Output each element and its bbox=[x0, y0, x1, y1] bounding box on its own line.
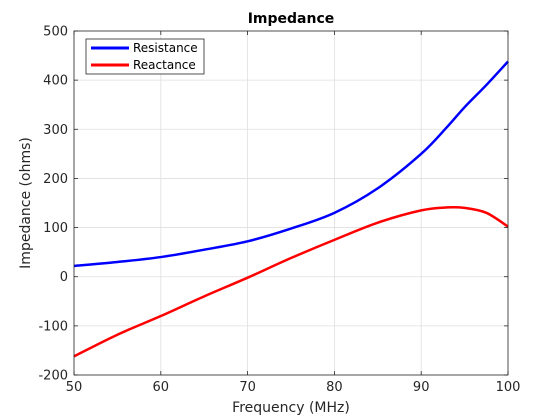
x-tick-label: 70 bbox=[239, 380, 256, 395]
legend-box bbox=[85, 38, 205, 75]
x-tick-label: 100 bbox=[496, 380, 521, 395]
plot-border bbox=[73, 30, 509, 376]
y-tick-label: -100 bbox=[38, 319, 68, 334]
y-tick-label: 200 bbox=[43, 172, 68, 187]
y-tick-label: 400 bbox=[43, 74, 68, 89]
series-layer bbox=[73, 60, 509, 358]
y-tick-label: 0 bbox=[60, 270, 68, 285]
ticks: 50 60 70 80 90 100 -200 -100 0 100 200 300 400 500 bbox=[38, 25, 520, 396]
y-tick-label: 100 bbox=[43, 221, 68, 236]
series-line-reactance bbox=[73, 205, 509, 358]
x-tick-label: 90 bbox=[413, 380, 430, 395]
y-axis-label: Impedance (ohms) bbox=[18, 137, 34, 269]
y-tick-label: 300 bbox=[43, 123, 68, 138]
chart-title: Impedance bbox=[248, 11, 335, 27]
legend: Resistance Reactance bbox=[85, 38, 205, 75]
y-tick-label: -200 bbox=[38, 369, 68, 384]
x-axis-label: Frequency (MHz) bbox=[232, 400, 350, 416]
y-tick-label: 500 bbox=[43, 25, 68, 40]
legend-label-resistance: Resistance bbox=[133, 41, 198, 55]
x-tick-label: 60 bbox=[153, 380, 170, 395]
x-tick-label: 80 bbox=[326, 380, 343, 395]
series-line-resistance bbox=[73, 60, 509, 268]
x-tick-label: 50 bbox=[66, 380, 83, 395]
legend-label-reactance: Reactance bbox=[133, 58, 196, 72]
plot-area bbox=[74, 31, 508, 375]
